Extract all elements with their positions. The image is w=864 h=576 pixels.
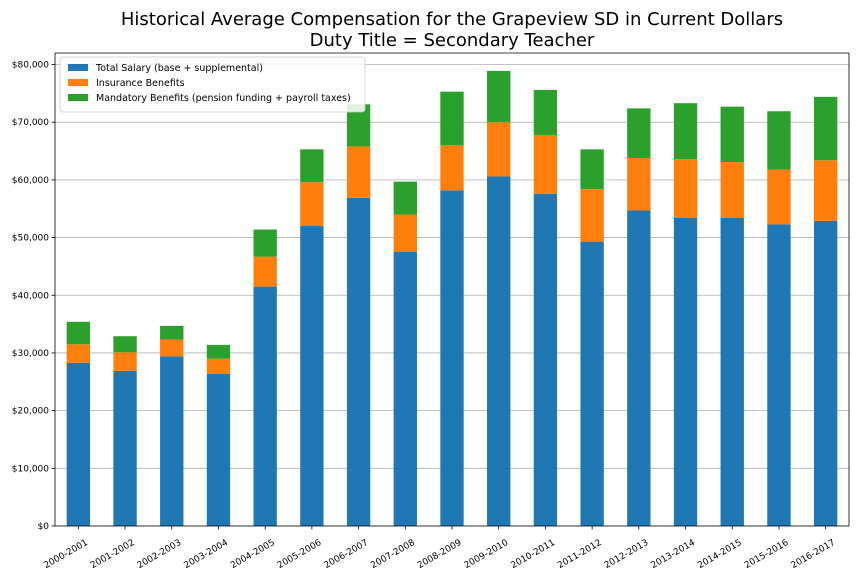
bar-segment xyxy=(113,336,137,353)
chart-title: Historical Average Compensation for the … xyxy=(121,9,783,30)
bar-segment xyxy=(113,352,137,371)
bar-segment xyxy=(393,252,417,526)
x-tick-label: 2005-2006 xyxy=(276,538,324,571)
bar-segment xyxy=(160,356,184,526)
x-tick-label: 2011-2012 xyxy=(556,538,603,571)
bar-segment xyxy=(813,220,838,527)
x-tick-label: 2008-2009 xyxy=(416,538,464,571)
bar-segment xyxy=(300,149,324,183)
bars xyxy=(66,70,838,527)
bar-segment xyxy=(113,370,137,526)
bar-segment xyxy=(253,229,277,257)
bar-segment xyxy=(767,169,791,225)
bar-segment xyxy=(440,190,464,526)
legend-label: Mandatory Benefits (pension funding + pa… xyxy=(96,93,351,104)
y-tick-label: $50,000 xyxy=(12,234,49,244)
bar-segment xyxy=(533,134,558,194)
x-tick-label: 2014-2015 xyxy=(696,538,743,571)
bar-segment xyxy=(673,217,698,526)
legend-box xyxy=(59,56,366,113)
y-tick-label: $10,000 xyxy=(12,464,49,474)
bar-segment xyxy=(66,344,91,363)
y-tick-label: $60,000 xyxy=(12,176,49,186)
bar-segment xyxy=(160,325,184,340)
bar-segment xyxy=(767,111,791,170)
bar-segment xyxy=(580,149,604,190)
bar-segment xyxy=(627,157,651,211)
legend-swatch xyxy=(68,94,88,101)
bar-segment xyxy=(253,286,277,526)
legend-label: Insurance Benefits xyxy=(96,78,185,89)
bar-segment xyxy=(440,91,464,146)
x-tick-label: 2006-2007 xyxy=(323,538,370,571)
bar-segment xyxy=(160,339,184,357)
bar-segment xyxy=(346,197,371,526)
x-tick-label: 2013-2014 xyxy=(650,538,698,571)
legend-swatch xyxy=(68,79,88,86)
bar-segment xyxy=(673,103,698,160)
bar-segment xyxy=(533,193,558,526)
bar-segment xyxy=(487,122,511,177)
bar-segment xyxy=(300,226,324,527)
x-tick-label: 2015-2016 xyxy=(743,538,791,571)
chart-subtitle: Duty Title = Secondary Teacher xyxy=(310,30,595,51)
x-tick-label: 2001-2002 xyxy=(89,538,136,571)
bar-segment xyxy=(393,214,417,253)
x-tick-label: 2003-2004 xyxy=(182,538,230,571)
y-tick-label: $80,000 xyxy=(12,61,49,71)
x-tick-label: 2004-2005 xyxy=(229,538,276,571)
y-tick-label: $20,000 xyxy=(12,407,49,417)
bar-segment xyxy=(346,146,371,198)
x-tick-label: 2016-2017 xyxy=(790,538,837,571)
bar-segment xyxy=(627,108,651,158)
bar-segment xyxy=(66,362,91,526)
y-tick-label: $40,000 xyxy=(12,291,49,301)
bar-segment xyxy=(813,96,838,161)
bar-segment xyxy=(627,210,651,526)
y-tick-label: $30,000 xyxy=(12,349,49,359)
x-tick-label: 2010-2011 xyxy=(509,538,556,571)
x-tick-label: 2000-2001 xyxy=(42,538,89,571)
legend-swatch xyxy=(68,64,88,71)
bar-segment xyxy=(206,344,231,359)
y-tick-label: $0 xyxy=(38,522,50,532)
x-tick-label: 2012-2013 xyxy=(603,538,650,571)
legend: Total Salary (base + supplemental) Insura… xyxy=(59,56,366,113)
bar-segment xyxy=(487,70,511,123)
bar-segment xyxy=(487,176,511,526)
bar-segment xyxy=(440,145,464,191)
bar-segment xyxy=(720,162,744,218)
bar-segment xyxy=(673,159,698,218)
bar-segment xyxy=(206,373,231,526)
bar-segment xyxy=(720,217,744,526)
bar-segment xyxy=(393,181,417,215)
bar-segment xyxy=(720,106,744,163)
bar-segment xyxy=(300,182,324,227)
legend-label: Total Salary (base + supplemental) xyxy=(95,63,263,74)
x-tick-label: 2009-2010 xyxy=(463,538,511,571)
bar-segment xyxy=(580,189,604,242)
x-tick-label: 2002-2003 xyxy=(136,538,183,571)
bar-segment xyxy=(813,160,838,221)
bar-segment xyxy=(66,321,91,345)
y-tick-label: $70,000 xyxy=(12,118,49,128)
bar-segment xyxy=(767,224,791,526)
bar-segment xyxy=(533,89,558,135)
bar-segment xyxy=(346,104,371,147)
bar-segment xyxy=(206,358,231,374)
x-tick-label: 2007-2008 xyxy=(369,538,417,571)
bar-segment xyxy=(253,256,277,287)
bar-segment xyxy=(580,241,604,526)
